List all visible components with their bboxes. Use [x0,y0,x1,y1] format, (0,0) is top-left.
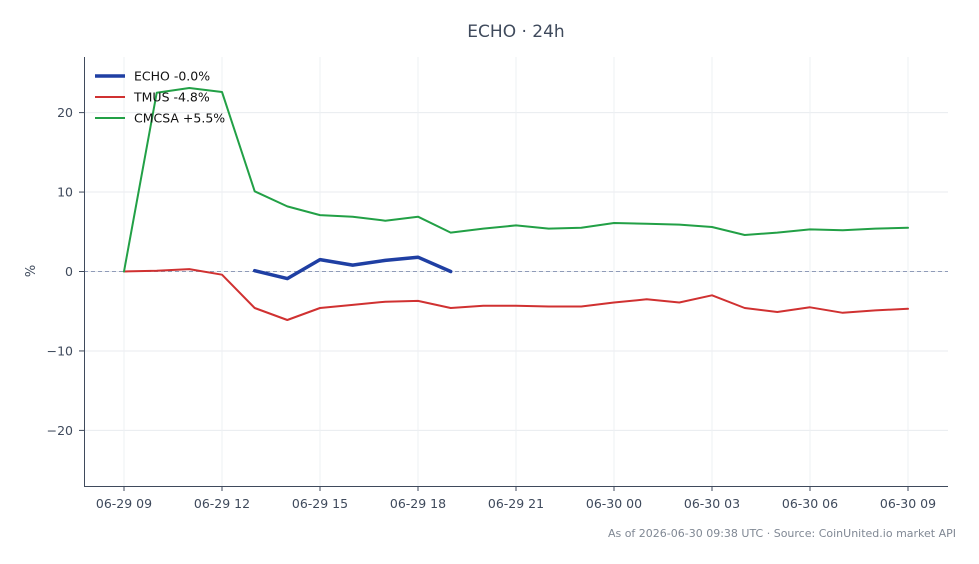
series-line-echo [252,255,453,281]
legend-label-echo: ECHO -0.0% [134,69,210,84]
x-ticks: 06-29 09 06-29 12 06-29 15 06-29 18 06-29 21… [96,486,936,511]
series-line-cmcsa [123,87,909,273]
y-tick-label: 0 [65,264,73,279]
x-tick-label: 06-29 12 [194,496,250,511]
x-tick-label: 06-30 03 [684,496,740,511]
x-tick-label: 06-29 21 [488,496,544,511]
legend-label-tmus: TMUS -4.8% [133,90,210,105]
x-tick-label: 06-30 09 [880,496,936,511]
y-tick-label: 10 [57,185,73,200]
x-tick-label: 06-30 06 [782,496,838,511]
series-group [123,87,909,321]
y-tick-label: −10 [47,343,73,358]
x-tick-label: 06-30 00 [586,496,642,511]
legend-label-cmcsa: CMCSA +5.5% [134,111,225,126]
y-ticks: −20 −10 0 10 20 [47,105,84,438]
x-tick-label: 06-29 18 [390,496,446,511]
chart-title: ECHO · 24h [467,22,564,42]
x-tick-label: 06-29 09 [96,496,152,511]
x-tick-label: 06-29 15 [292,496,348,511]
y-axis-label: % [24,265,39,277]
y-tick-label: −20 [47,423,73,438]
y-tick-label: 20 [57,105,73,120]
legend: ECHO -0.0% TMUS -4.8% CMCSA +5.5% [95,69,225,126]
footer-note: As of 2026-06-30 09:38 UTC · Source: Coi… [608,527,956,540]
series-line-tmus [123,268,909,321]
